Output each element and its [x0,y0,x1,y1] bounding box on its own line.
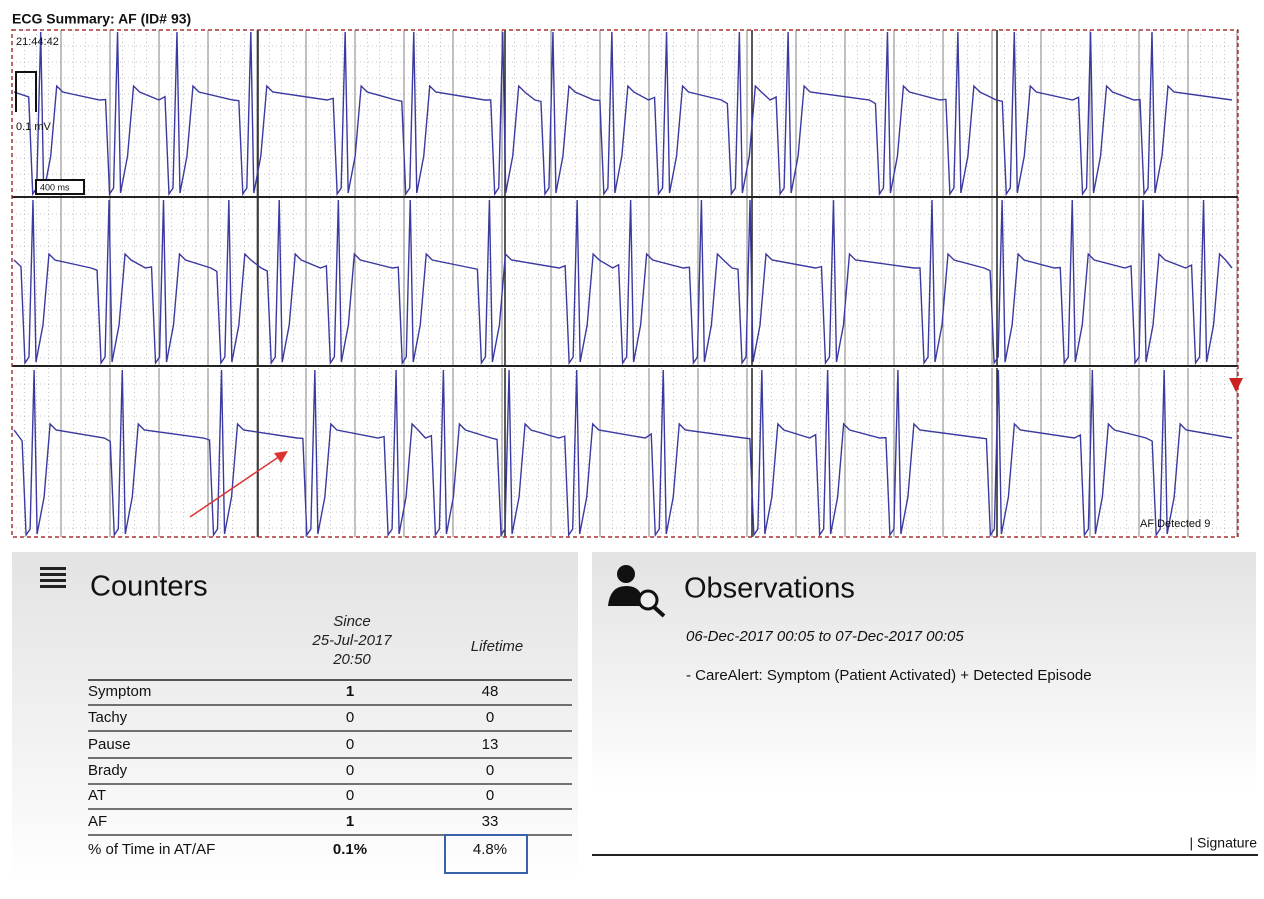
annotation-arrow [190,456,280,517]
column-header: Since [333,613,371,630]
ecg-trace [14,32,1232,194]
observations-title: Observations [684,573,855,605]
ecg-trace [14,370,1232,535]
since-value: 1 [346,683,354,700]
ecg-time: 21:44:42 [16,36,59,48]
ecg-trace [14,200,1232,363]
ecg-strips [12,30,1238,537]
observation-items: - CareAlert: Symptom (Patient Activated)… [686,667,1092,684]
since-value: 0 [346,709,354,726]
since-value: 0 [346,736,354,753]
row-label: % of Time in AT/AF [88,841,215,858]
lifetime-value: 48 [482,683,499,700]
time-scale: 400 ms [40,182,70,192]
observation-item: - CareAlert: Symptom (Patient Activated)… [686,667,1092,684]
since-value: 0 [346,787,354,804]
row-label: Brady [88,762,128,779]
row-label: AF [88,813,107,830]
since-value: 0.1% [333,841,367,858]
row-label: Tachy [88,709,128,726]
lifetime-value: 0 [486,762,494,779]
row-label: Symptom [88,683,151,700]
arrow-head [274,451,288,463]
lifetime-value: 4.8% [473,841,507,858]
ecg-title: ECG Summary: AF (ID# 93) [12,11,191,27]
lifetime-value: 0 [486,709,494,726]
lifetime-value: 13 [482,736,499,753]
since-value: 1 [346,813,354,830]
report: ECG Summary: AF (ID# 93) 21:44:42 0.1 mV… [0,0,1264,899]
row-label: Pause [88,736,131,753]
lifetime-value: 0 [486,787,494,804]
since-value: 0 [346,762,354,779]
column-header: 25-Jul-2017 [311,632,392,649]
row-label: AT [88,787,106,804]
page: {"ecg": {"title": "ECG Summary: AF (ID# … [0,0,1264,899]
lifetime-value: 33 [482,813,499,830]
event-marker [1229,378,1243,392]
signature: | Signature [1190,835,1258,851]
column-header: Lifetime [471,638,524,655]
event-label: AF Detected 9 [1140,518,1210,530]
column-header: 20:50 [332,651,371,668]
counters-title: Counters [90,571,208,603]
amplitude-scale: 0.1 mV [16,121,52,133]
observation-period: 06-Dec-2017 00:05 to 07-Dec-2017 00:05 [686,628,964,645]
